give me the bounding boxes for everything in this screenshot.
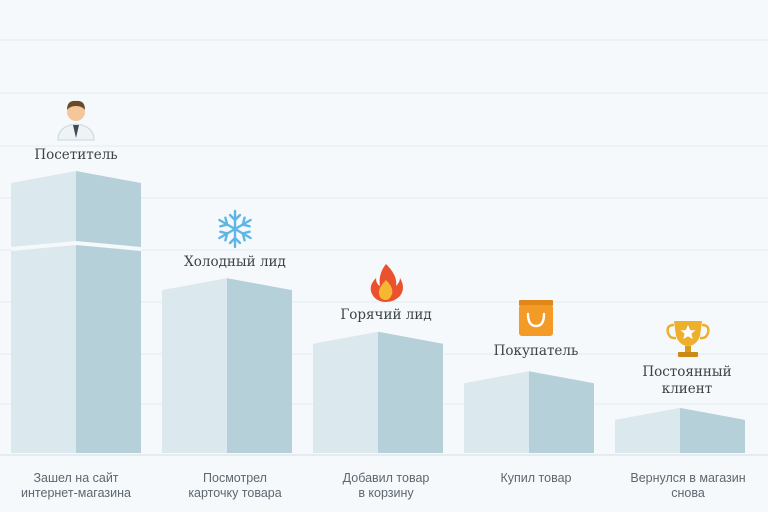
stage-caption-regular-client: Вернулся в магазин снова — [613, 471, 763, 501]
snowflake-icon — [218, 209, 252, 249]
block-face-left — [162, 278, 227, 453]
stage-title-buyer: Покупатель — [493, 343, 579, 359]
funnel-block-buyer — [464, 371, 594, 453]
stage-title-hot-lead: Горячий лид — [340, 307, 432, 323]
funnel-block-hot-lead — [313, 331, 443, 453]
caption-line: интернет-магазина — [21, 486, 131, 500]
funnel-blocks — [10, 171, 745, 453]
block-face-right — [529, 371, 594, 453]
stage-caption-hot-lead: Добавил товар в корзину — [311, 471, 461, 501]
block-face-right — [76, 171, 141, 453]
caption-line: Зашел на сайт — [33, 471, 119, 485]
funnel-block-cold-lead — [162, 278, 292, 453]
caption-line: карточку товара — [188, 486, 282, 500]
trophy-icon — [666, 321, 710, 357]
block-face-left — [11, 171, 76, 453]
caption-line: снова — [671, 486, 705, 500]
caption-line: Купил товар — [500, 471, 572, 485]
block-face-right — [378, 331, 443, 453]
person-icon — [57, 100, 95, 141]
stage-title-visitor: Посетитель — [34, 147, 118, 163]
funnel-block-regular-client — [615, 407, 745, 453]
block-separator — [10, 240, 142, 251]
fire-icon — [370, 264, 403, 302]
block-face-right — [227, 278, 292, 453]
block-face-left — [313, 331, 378, 453]
caption-line: Добавил товар — [342, 471, 430, 485]
stage-title-line: клиент — [661, 381, 713, 397]
funnel-block-visitor — [10, 171, 142, 453]
stage-title-cold-lead: Холодный лид — [184, 254, 286, 270]
stage-caption-visitor: Зашел на сайт интернет-магазина — [1, 471, 151, 501]
caption-line: Посмотрел — [203, 471, 267, 485]
shopping-bag-icon — [519, 300, 553, 336]
caption-line: Вернулся в магазин — [630, 471, 746, 485]
stage-title-regular-client: Постоянный клиент — [617, 364, 757, 398]
caption-line: в корзину — [358, 486, 414, 500]
stage-caption-buyer: Купил товар — [461, 471, 611, 486]
block-face-left — [464, 371, 529, 453]
stage-caption-cold-lead: Посмотрел карточку товара — [160, 471, 310, 501]
block-face-left — [615, 407, 680, 453]
block-face-right — [680, 407, 745, 453]
stage-title-line: Постоянный — [642, 364, 732, 380]
